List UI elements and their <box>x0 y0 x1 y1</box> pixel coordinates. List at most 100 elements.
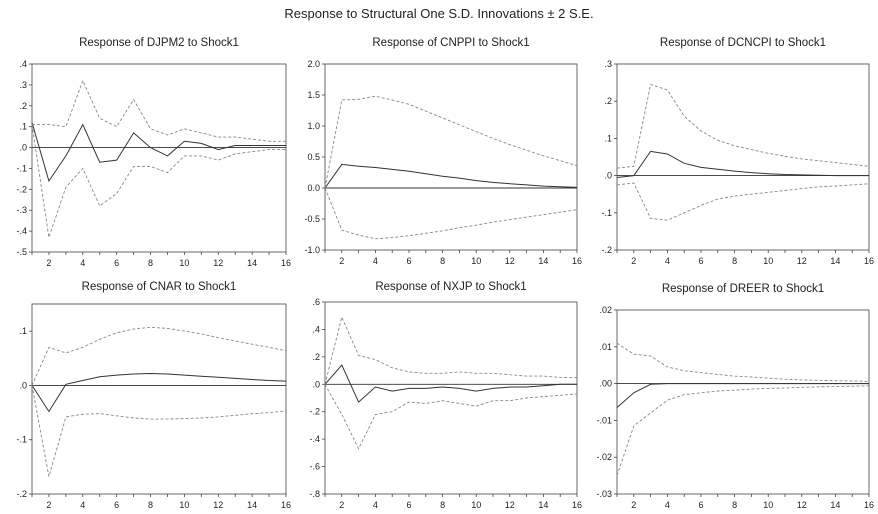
x-tick-label: 8 <box>148 258 153 268</box>
chart-panel-4: Response of CNAR to Shock1 -.2 -.1 .0 .1 2 4 6 8… <box>16 281 291 510</box>
y-tick-label: -1.0 <box>304 245 320 255</box>
plot-frame <box>616 309 870 495</box>
y-tick-label: .02 <box>599 305 612 315</box>
y-tick-label: 1.0 <box>307 121 320 131</box>
chart-title: Response of DREER to Shock1 <box>662 283 824 295</box>
y-tick-label: .6 <box>312 297 320 307</box>
x-tick-label: 2 <box>46 258 51 268</box>
y-tick-label: .3 <box>19 80 27 90</box>
y-tick-label: 1.5 <box>307 90 320 100</box>
series-line-upper <box>32 79 286 142</box>
chart-title: Response of DJPM2 to Shock1 <box>79 37 239 49</box>
x-tick-label: 4 <box>80 500 85 510</box>
x-tick-label: 10 <box>471 256 481 266</box>
y-tick-label: -.2 <box>16 184 27 194</box>
y-tick-label: -.1 <box>16 435 27 445</box>
x-tick-label: 10 <box>471 500 481 510</box>
y-tick-label: -.2 <box>309 407 320 417</box>
y-tick-label: -0.5 <box>304 214 320 224</box>
plot-frame <box>31 63 287 253</box>
x-tick-label: 4 <box>373 256 378 266</box>
chart-title: Response of CNPPI to Shock1 <box>372 37 529 49</box>
x-tick-label: 8 <box>148 500 153 510</box>
x-tick-label: 2 <box>46 500 51 510</box>
x-tick-label: 8 <box>732 256 737 266</box>
x-tick-label: 8 <box>440 256 445 266</box>
y-tick-label: -.4 <box>16 226 27 236</box>
x-tick-label: 14 <box>538 256 548 266</box>
x-tick-label: 16 <box>281 500 291 510</box>
x-tick-label: 8 <box>440 500 445 510</box>
x-tick-label: 2 <box>339 256 344 266</box>
y-tick-label: -.02 <box>596 452 612 462</box>
y-tick-label: -.1 <box>601 208 612 218</box>
y-tick-label: 2.0 <box>307 59 320 69</box>
chart-title: Response of CNAR to Shock1 <box>82 281 237 293</box>
y-tick-label: .0 <box>604 171 612 181</box>
x-tick-label: 10 <box>763 500 773 510</box>
x-tick-label: 12 <box>505 500 515 510</box>
y-tick-label: .1 <box>19 326 27 336</box>
x-tick-label: 4 <box>373 500 378 510</box>
y-tick-label: .0 <box>19 143 27 153</box>
series-line-response <box>31 372 287 413</box>
series-line-lower <box>616 182 870 221</box>
x-tick-label: 16 <box>572 256 582 266</box>
y-tick-label: .1 <box>19 122 27 132</box>
x-tick-label: 4 <box>80 258 85 268</box>
y-tick-label: .0 <box>19 380 27 390</box>
series-line-lower <box>616 385 870 476</box>
series-line-lower <box>31 385 287 477</box>
y-tick-label: .0 <box>312 379 320 389</box>
x-tick-label: 14 <box>830 500 840 510</box>
x-tick-label: 10 <box>179 258 189 268</box>
chart-panel-6: Response of DREER to Shock1 -.03 -.02 -.01.… <box>596 283 874 510</box>
y-tick-label: .4 <box>312 324 320 334</box>
series-line-upper <box>324 315 577 385</box>
series-line-upper <box>616 342 870 382</box>
y-tick-label: .1 <box>604 133 612 143</box>
y-tick-label: .4 <box>19 59 27 69</box>
series-line-lower <box>324 187 578 240</box>
x-tick-label: 12 <box>797 500 807 510</box>
y-tick-label: -.03 <box>596 489 612 499</box>
y-tick-label: 0.5 <box>307 152 320 162</box>
y-tick-label: -.2 <box>16 489 27 499</box>
y-tick-label: -.8 <box>309 489 320 499</box>
y-tick-label: -.3 <box>16 205 27 215</box>
x-tick-label: 12 <box>797 256 807 266</box>
series-line-response <box>324 163 578 189</box>
chart-panel-5: Response of NXJP to Shock1 -.8 -.6 -.4 -.2 .0… <box>309 281 582 510</box>
series-line-response <box>616 150 869 178</box>
y-tick-label: .2 <box>19 101 27 111</box>
x-tick-label: 4 <box>665 256 670 266</box>
series-line-lower <box>324 384 578 450</box>
chart-panel-3: Response of DCNCPI to Shock1 -.2 -.1 .0 .1 .2… <box>601 37 874 266</box>
y-tick-label: .2 <box>312 352 320 362</box>
chart-panel-1: Response of DJPM2 to Shock1 -.5 -.4 -.3 -.2 -… <box>16 37 291 268</box>
x-tick-label: 6 <box>698 256 703 266</box>
x-tick-label: 12 <box>505 256 515 266</box>
x-tick-label: 4 <box>665 500 670 510</box>
y-tick-label: 0.0 <box>307 183 320 193</box>
plot-frame <box>324 63 578 251</box>
x-tick-label: 2 <box>631 500 636 510</box>
y-tick-label: -.1 <box>16 163 27 173</box>
figure-title: Response to Structural One S.D. Innovati… <box>284 6 594 21</box>
x-tick-label: 16 <box>864 500 874 510</box>
x-tick-label: 14 <box>538 500 548 510</box>
x-tick-label: 6 <box>406 500 411 510</box>
x-tick-label: 14 <box>830 256 840 266</box>
plot-frame <box>616 63 870 251</box>
series-line-response <box>616 383 869 408</box>
series-line-lower <box>31 124 286 238</box>
chart-title: Response of NXJP to Shock1 <box>375 281 526 293</box>
y-tick-label: -.5 <box>16 247 27 257</box>
x-tick-label: 8 <box>732 500 737 510</box>
x-tick-label: 6 <box>114 258 119 268</box>
chart-panel-2: Response of CNPPI to Shock1 -1.0 -0.5 0.0 0.… <box>304 37 582 266</box>
series-line-upper <box>31 326 287 386</box>
x-tick-label: 16 <box>864 256 874 266</box>
